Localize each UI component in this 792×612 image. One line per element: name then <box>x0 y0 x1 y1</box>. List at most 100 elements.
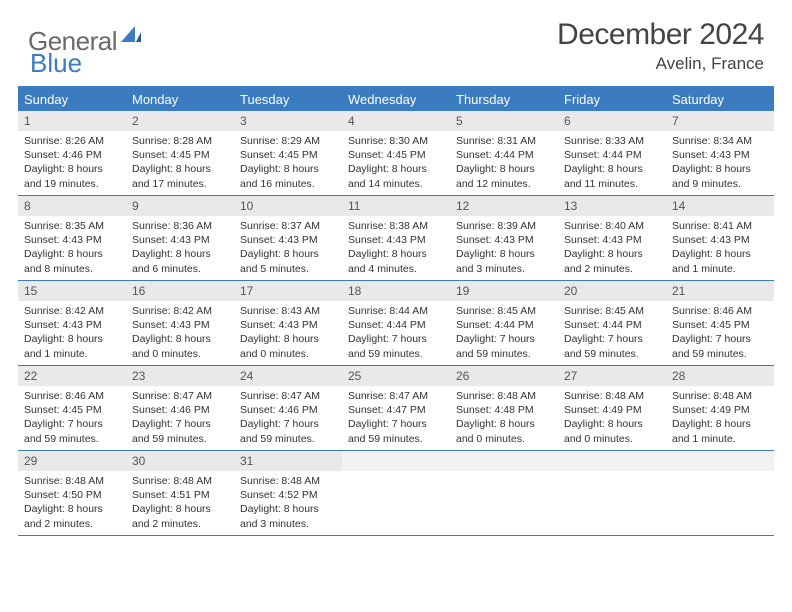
calendar-day: 22Sunrise: 8:46 AMSunset: 4:45 PMDayligh… <box>18 366 126 450</box>
day-detail-line: and 1 minute. <box>672 432 768 446</box>
calendar-day-empty <box>450 451 558 535</box>
day-detail-line: Sunset: 4:44 PM <box>456 148 552 162</box>
day-detail-line: Sunset: 4:46 PM <box>24 148 120 162</box>
calendar-day: 3Sunrise: 8:29 AMSunset: 4:45 PMDaylight… <box>234 111 342 195</box>
day-detail-line: Daylight: 8 hours <box>564 247 660 261</box>
day-detail-line: Daylight: 8 hours <box>564 162 660 176</box>
day-detail-line: Daylight: 8 hours <box>240 162 336 176</box>
day-detail-line: and 0 minutes. <box>564 432 660 446</box>
day-detail-line: Daylight: 8 hours <box>456 162 552 176</box>
calendar-day: 7Sunrise: 8:34 AMSunset: 4:43 PMDaylight… <box>666 111 774 195</box>
day-number: 17 <box>234 281 342 301</box>
day-detail-line: Sunrise: 8:40 AM <box>564 219 660 233</box>
day-detail-line: Daylight: 8 hours <box>240 247 336 261</box>
calendar-day: 4Sunrise: 8:30 AMSunset: 4:45 PMDaylight… <box>342 111 450 195</box>
day-details: Sunrise: 8:46 AMSunset: 4:45 PMDaylight:… <box>666 301 774 365</box>
day-detail-line: Sunset: 4:43 PM <box>132 318 228 332</box>
day-detail-line: Sunrise: 8:47 AM <box>348 389 444 403</box>
day-detail-line: Daylight: 7 hours <box>564 332 660 346</box>
day-detail-line: Sunset: 4:48 PM <box>456 403 552 417</box>
day-detail-line: Sunrise: 8:36 AM <box>132 219 228 233</box>
title-block: December 2024 Avelin, France <box>557 18 764 74</box>
day-number: 6 <box>558 111 666 131</box>
day-number: 23 <box>126 366 234 386</box>
day-detail-line: Sunrise: 8:38 AM <box>348 219 444 233</box>
day-detail-line: Sunset: 4:45 PM <box>672 318 768 332</box>
day-detail-line: Daylight: 8 hours <box>456 417 552 431</box>
calendar-day: 30Sunrise: 8:48 AMSunset: 4:51 PMDayligh… <box>126 451 234 535</box>
day-details: Sunrise: 8:47 AMSunset: 4:46 PMDaylight:… <box>126 386 234 450</box>
day-detail-line: Daylight: 8 hours <box>240 502 336 516</box>
day-detail-line: Daylight: 7 hours <box>132 417 228 431</box>
day-number: 21 <box>666 281 774 301</box>
day-detail-line: and 12 minutes. <box>456 177 552 191</box>
day-detail-line: Daylight: 8 hours <box>132 502 228 516</box>
day-detail-line: Sunset: 4:44 PM <box>348 318 444 332</box>
day-number: 31 <box>234 451 342 471</box>
day-details: Sunrise: 8:47 AMSunset: 4:47 PMDaylight:… <box>342 386 450 450</box>
day-number: 20 <box>558 281 666 301</box>
day-number: 14 <box>666 196 774 216</box>
day-detail-line: Sunrise: 8:26 AM <box>24 134 120 148</box>
calendar-day: 13Sunrise: 8:40 AMSunset: 4:43 PMDayligh… <box>558 196 666 280</box>
calendar-day: 26Sunrise: 8:48 AMSunset: 4:48 PMDayligh… <box>450 366 558 450</box>
day-details: Sunrise: 8:45 AMSunset: 4:44 PMDaylight:… <box>450 301 558 365</box>
day-number <box>450 451 558 471</box>
calendar-day-empty <box>342 451 450 535</box>
location-label: Avelin, France <box>557 54 764 74</box>
day-detail-line: and 4 minutes. <box>348 262 444 276</box>
day-detail-line: and 59 minutes. <box>24 432 120 446</box>
day-detail-line: Sunrise: 8:46 AM <box>24 389 120 403</box>
day-details <box>666 471 774 531</box>
day-number: 16 <box>126 281 234 301</box>
day-details: Sunrise: 8:46 AMSunset: 4:45 PMDaylight:… <box>18 386 126 450</box>
day-detail-line: Daylight: 8 hours <box>132 247 228 261</box>
day-detail-line: Daylight: 8 hours <box>132 332 228 346</box>
logo-text-blue: Blue <box>30 48 82 79</box>
day-details: Sunrise: 8:41 AMSunset: 4:43 PMDaylight:… <box>666 216 774 280</box>
day-details <box>558 471 666 531</box>
day-detail-line: Sunrise: 8:47 AM <box>240 389 336 403</box>
day-detail-line: Sunset: 4:45 PM <box>348 148 444 162</box>
day-details: Sunrise: 8:48 AMSunset: 4:48 PMDaylight:… <box>450 386 558 450</box>
day-detail-line: Sunset: 4:43 PM <box>132 233 228 247</box>
day-detail-line: and 16 minutes. <box>240 177 336 191</box>
dow-sunday: Sunday <box>18 88 126 111</box>
day-detail-line: Sunrise: 8:48 AM <box>24 474 120 488</box>
day-detail-line: and 59 minutes. <box>348 432 444 446</box>
day-detail-line: Daylight: 8 hours <box>672 247 768 261</box>
calendar-week: 22Sunrise: 8:46 AMSunset: 4:45 PMDayligh… <box>18 366 774 451</box>
day-detail-line: and 8 minutes. <box>24 262 120 276</box>
day-detail-line: Sunrise: 8:45 AM <box>456 304 552 318</box>
day-detail-line: Sunrise: 8:41 AM <box>672 219 768 233</box>
day-detail-line: Sunset: 4:44 PM <box>564 318 660 332</box>
day-detail-line: Sunrise: 8:48 AM <box>672 389 768 403</box>
day-number: 26 <box>450 366 558 386</box>
day-detail-line: Daylight: 8 hours <box>240 332 336 346</box>
day-details: Sunrise: 8:39 AMSunset: 4:43 PMDaylight:… <box>450 216 558 280</box>
day-details: Sunrise: 8:34 AMSunset: 4:43 PMDaylight:… <box>666 131 774 195</box>
day-detail-line: Sunset: 4:45 PM <box>132 148 228 162</box>
calendar-day: 31Sunrise: 8:48 AMSunset: 4:52 PMDayligh… <box>234 451 342 535</box>
day-number <box>666 451 774 471</box>
calendar-day: 27Sunrise: 8:48 AMSunset: 4:49 PMDayligh… <box>558 366 666 450</box>
day-detail-line: and 59 minutes. <box>564 347 660 361</box>
day-number: 1 <box>18 111 126 131</box>
day-detail-line: and 9 minutes. <box>672 177 768 191</box>
day-detail-line: and 1 minute. <box>672 262 768 276</box>
day-detail-line: and 17 minutes. <box>132 177 228 191</box>
day-detail-line: Daylight: 7 hours <box>240 417 336 431</box>
day-detail-line: Daylight: 8 hours <box>456 247 552 261</box>
day-detail-line: and 2 minutes. <box>132 517 228 531</box>
day-detail-line: Sunset: 4:44 PM <box>456 318 552 332</box>
calendar-day: 18Sunrise: 8:44 AMSunset: 4:44 PMDayligh… <box>342 281 450 365</box>
day-detail-line: Sunset: 4:45 PM <box>24 403 120 417</box>
day-detail-line: and 19 minutes. <box>24 177 120 191</box>
day-detail-line: Sunrise: 8:48 AM <box>132 474 228 488</box>
day-detail-line: Sunset: 4:46 PM <box>240 403 336 417</box>
day-detail-line: Sunset: 4:49 PM <box>672 403 768 417</box>
calendar-day: 1Sunrise: 8:26 AMSunset: 4:46 PMDaylight… <box>18 111 126 195</box>
calendar-day: 12Sunrise: 8:39 AMSunset: 4:43 PMDayligh… <box>450 196 558 280</box>
day-details: Sunrise: 8:40 AMSunset: 4:43 PMDaylight:… <box>558 216 666 280</box>
day-detail-line: Sunset: 4:52 PM <box>240 488 336 502</box>
